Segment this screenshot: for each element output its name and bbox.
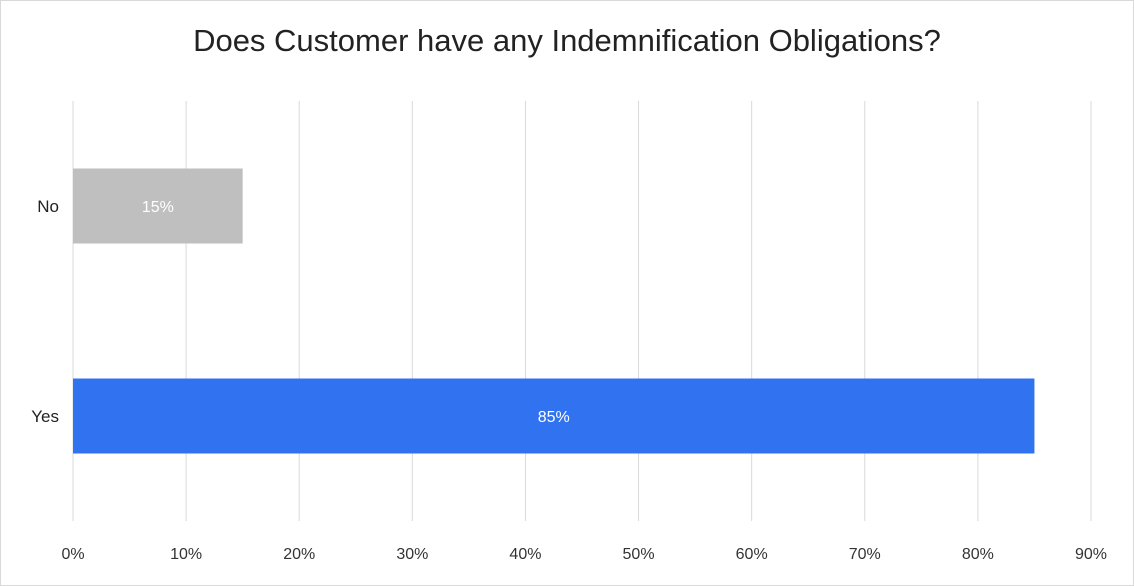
bar — [73, 168, 243, 244]
x-tick-label: 80% — [962, 546, 994, 563]
x-tick-label: 70% — [849, 546, 881, 563]
x-tick-label: 90% — [1075, 546, 1107, 563]
data-label: 85% — [538, 409, 570, 426]
x-tick-label: 20% — [283, 546, 315, 563]
category-label: No — [37, 197, 59, 216]
x-tick-label: 40% — [509, 546, 541, 563]
x-tick-label: 30% — [396, 546, 428, 563]
chart-title: Does Customer have any Indemnification O… — [193, 23, 941, 58]
bar — [73, 378, 1035, 454]
x-tick-label: 10% — [170, 546, 202, 563]
x-tick-label: 0% — [61, 546, 84, 563]
category-label: Yes — [31, 407, 59, 426]
data-label: 15% — [142, 199, 174, 216]
x-tick-label: 50% — [623, 546, 655, 563]
x-tick-label: 60% — [736, 546, 768, 563]
